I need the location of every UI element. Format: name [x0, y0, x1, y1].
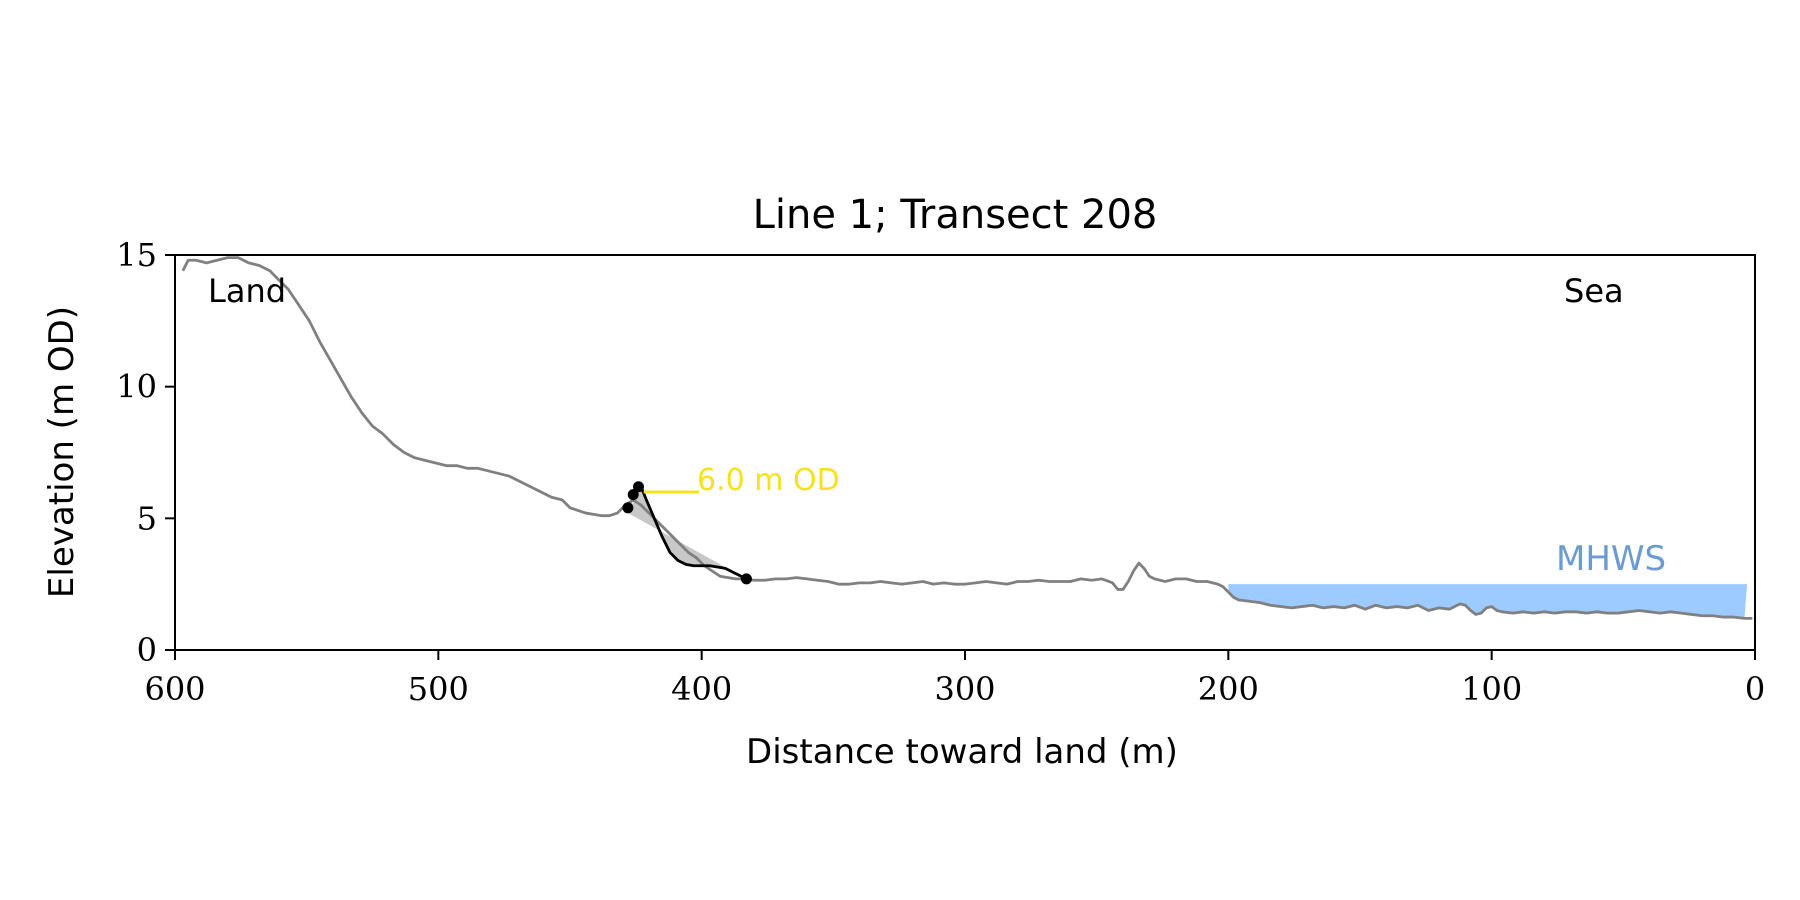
x-axis-label: Distance toward land (m)	[746, 732, 1178, 772]
mhws-band	[1228, 584, 1748, 619]
fitted-point-3	[740, 573, 752, 585]
threshold-label: 6.0 m OD	[697, 463, 840, 498]
cliff-fill-area	[627, 486, 747, 579]
land-label: Land	[208, 272, 286, 310]
fitted-points	[622, 481, 752, 585]
x-tick-label: 400	[671, 670, 732, 708]
y-axis-label: Elevation (m OD)	[42, 306, 82, 598]
fitted-curve	[639, 486, 748, 581]
fitted-point-0	[622, 502, 634, 514]
y-tick-label: 0	[137, 631, 157, 669]
x-tick-label: 0	[1745, 670, 1765, 708]
chart-title: Line 1; Transect 208	[753, 192, 1158, 238]
profile-line	[181, 256, 1753, 620]
y-tick-label: 10	[116, 368, 157, 406]
y-axis-ticks: 0 5 10 15	[116, 236, 175, 669]
x-tick-label: 200	[1198, 670, 1259, 708]
y-tick-label: 15	[116, 236, 157, 274]
x-tick-label: 600	[144, 670, 205, 708]
mhws-label: MHWS	[1556, 539, 1666, 579]
x-tick-label: 500	[408, 670, 469, 708]
y-tick-label: 5	[137, 499, 157, 537]
fitted-point-1	[627, 489, 639, 501]
sea-label: Sea	[1564, 272, 1624, 310]
fitted-point-2	[632, 481, 644, 493]
x-tick-label: 300	[934, 670, 995, 708]
x-axis-ticks: 600 500 400 300 200 100 0	[144, 650, 1765, 708]
x-tick-label: 100	[1461, 670, 1522, 708]
plot-area	[181, 256, 1753, 620]
